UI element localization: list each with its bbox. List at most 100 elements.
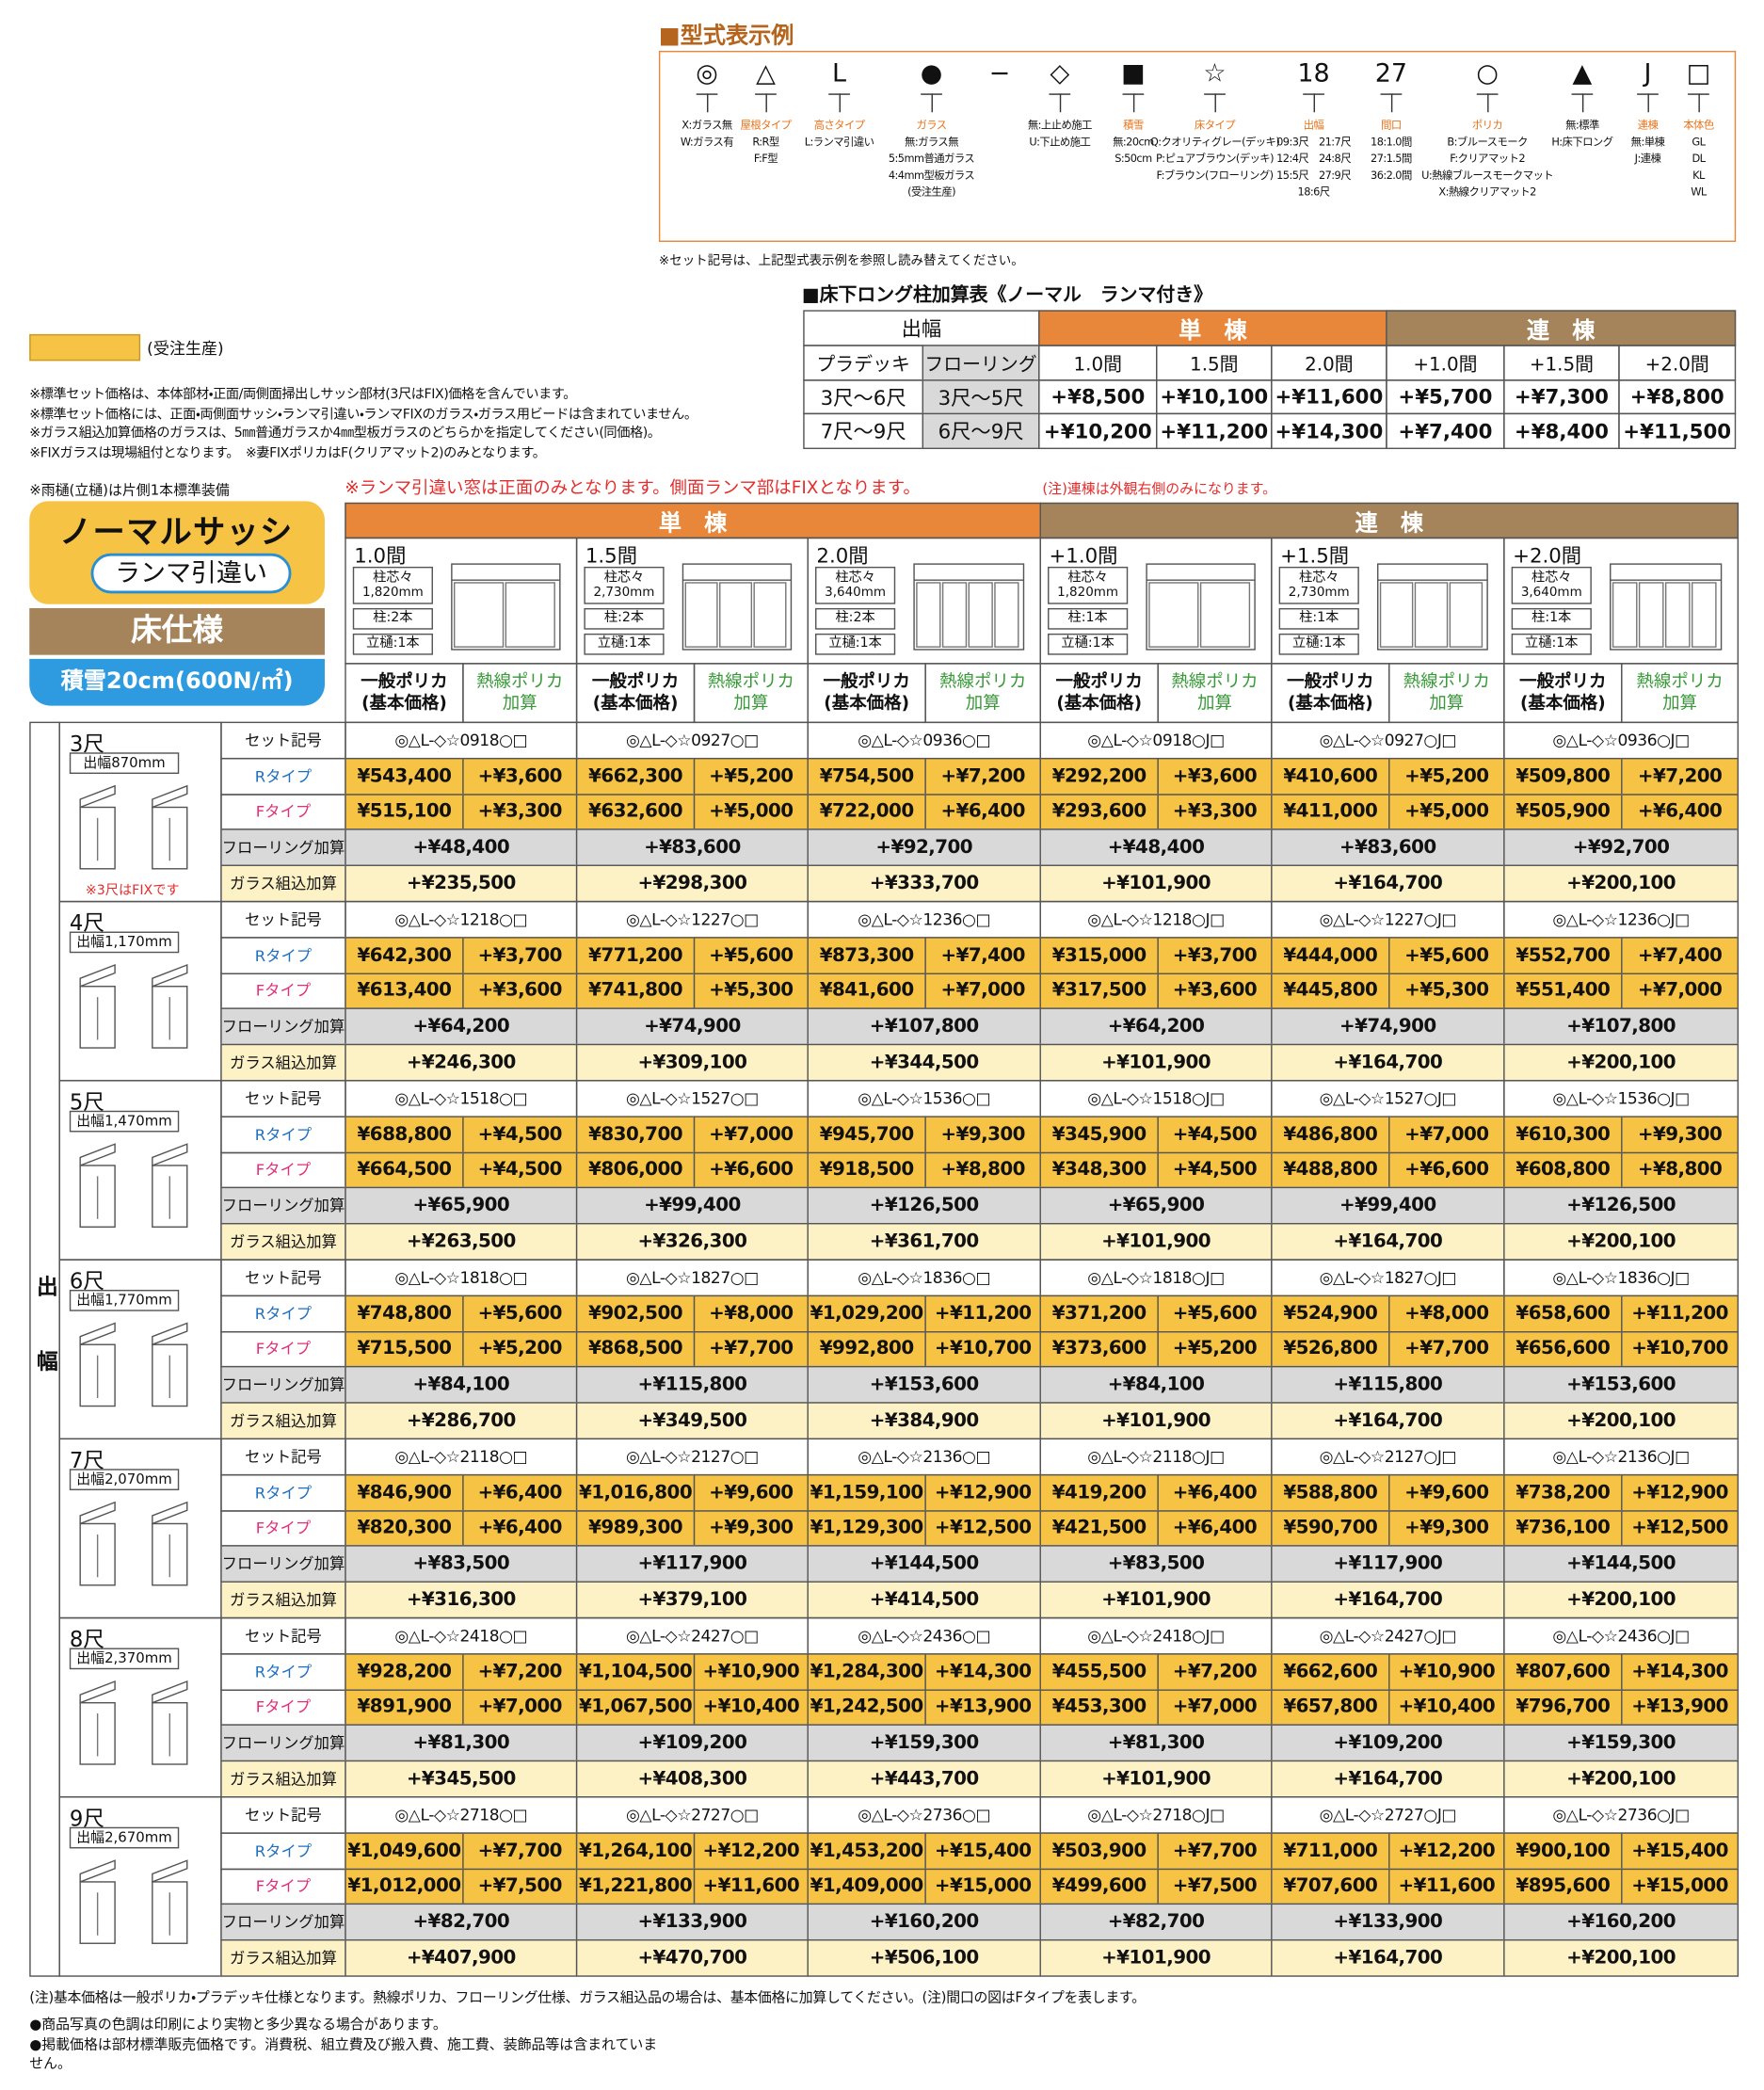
set-code: ◎△L-◇☆1836○□: [807, 1259, 1041, 1296]
pitch-box: 柱芯々 3,640mm: [815, 566, 896, 604]
stem-line: [839, 93, 841, 113]
model-symbol: ●: [920, 58, 943, 88]
row-label: フローリング加算: [220, 1904, 346, 1941]
flooring-price: +¥126,500: [807, 1187, 1041, 1225]
add-price: +¥5,200: [462, 1330, 578, 1368]
column-span: +1.0間: [1049, 543, 1118, 569]
base-price: ¥992,800: [807, 1330, 926, 1368]
model-symbol: −: [988, 58, 1011, 88]
base-price: ¥664,500: [345, 1151, 464, 1189]
base-price: ¥736,100: [1503, 1509, 1623, 1548]
add-price: +¥3,600: [1157, 757, 1273, 796]
base-price: ¥509,800: [1503, 757, 1623, 796]
glass-price: +¥200,100: [1503, 1760, 1740, 1798]
note-line: ※標準セット価格は、本体部材・正面/両側面掃出しサッシ部材(3尺はFIX)価格を…: [29, 387, 577, 403]
set-code: ◎△L-◇☆2727○□: [575, 1796, 809, 1834]
add-price: +¥7,700: [462, 1832, 578, 1870]
door-panel: [753, 582, 787, 648]
row-label: Fタイプ: [220, 972, 346, 1010]
stem-line: [931, 93, 933, 113]
set-code: ◎△L-◇☆2718○J□: [1039, 1796, 1273, 1834]
size-label: 7尺: [69, 1447, 105, 1473]
add-price: +¥5,300: [1388, 972, 1505, 1010]
base-header-cell: 一般ポリカ (基本価格): [807, 663, 926, 724]
base-price: ¥292,200: [1039, 757, 1159, 796]
base-header-cell: 一般ポリカ (基本価格): [1503, 663, 1623, 724]
flooring-price: +¥153,600: [807, 1366, 1041, 1404]
base-price: ¥552,700: [1503, 936, 1623, 974]
badge-floor: 床仕様: [29, 607, 325, 655]
model-symbol: 27: [1374, 58, 1408, 88]
base-header: (基本価格): [1287, 693, 1373, 714]
posts-box: 柱:1本: [1278, 607, 1359, 630]
set-code: ◎△L-◇☆1818○□: [345, 1259, 578, 1296]
base-price: ¥989,300: [575, 1509, 696, 1548]
base-price: ¥1,284,300: [807, 1652, 926, 1691]
sketch-roof: [79, 1859, 116, 1883]
add-price: +¥5,200: [1157, 1330, 1273, 1368]
add-price: +¥7,400: [924, 936, 1041, 974]
stem-line: [1581, 93, 1584, 113]
option-label: 18:6尺: [1297, 185, 1331, 199]
base-price: ¥1,104,500: [575, 1652, 696, 1691]
base-price: ¥806,000: [575, 1151, 696, 1189]
price-cell: +¥7,400: [1386, 412, 1505, 450]
option-category: 連棟: [1637, 119, 1659, 132]
add-price: +¥5,600: [1157, 1294, 1273, 1332]
glass-price: +¥344,500: [807, 1044, 1041, 1082]
width-box: 出幅1,770mm: [69, 1290, 180, 1311]
size-label: 8尺: [69, 1626, 105, 1652]
set-code: ◎△L-◇☆2427○J□: [1271, 1616, 1505, 1655]
glass-price: +¥101,900: [1039, 1939, 1273, 1977]
glass-price: +¥407,900: [345, 1939, 578, 1977]
base-header: (基本価格): [592, 693, 679, 714]
base-price: ¥588,800: [1271, 1473, 1390, 1512]
option-label: 27:1.5間: [1371, 152, 1412, 165]
flooring-price: +¥84,100: [1039, 1366, 1273, 1404]
base-price: ¥642,300: [345, 936, 464, 974]
width-axis-cell: 出幅: [29, 721, 60, 1977]
add-price: +¥6,600: [693, 1151, 809, 1189]
base-price: ¥771,200: [575, 936, 696, 974]
add-price: +¥5,300: [693, 972, 809, 1010]
model-options: ポリカ B:ブルースモーク F:クリアマット2 U:熱線ブルースモークマット X:熱線ク…: [1421, 118, 1553, 201]
base-header: 一般ポリカ: [1519, 671, 1607, 692]
model-symbol: J: [1644, 58, 1652, 88]
glass-price: +¥200,100: [1503, 1223, 1740, 1261]
base-price: ¥748,800: [345, 1294, 464, 1332]
option-label: KL: [1692, 169, 1705, 182]
set-code: ◎△L-◇☆1236○□: [807, 900, 1041, 939]
base-price: ¥945,700: [807, 1116, 926, 1153]
row-label: Fタイプ: [220, 793, 346, 831]
row-label: セット記号: [220, 1438, 346, 1476]
price-cell: +¥7,300: [1503, 379, 1620, 415]
stem-line: [1390, 93, 1393, 113]
row-label: ガラス組込加算: [220, 1402, 346, 1439]
flooring-price: +¥159,300: [807, 1724, 1041, 1762]
add-price: +¥3,600: [1157, 972, 1273, 1010]
add-price: +¥9,300: [1388, 1509, 1505, 1548]
glass-price: +¥101,900: [1039, 1760, 1273, 1798]
add-price: +¥13,900: [1621, 1688, 1740, 1727]
row-label: フローリング加算: [220, 1008, 346, 1046]
add-price: +¥7,200: [924, 757, 1041, 796]
glass-price: +¥345,500: [345, 1760, 578, 1798]
stem-line: [1313, 93, 1315, 113]
base-price: ¥488,800: [1271, 1151, 1390, 1189]
flooring-price: +¥92,700: [807, 828, 1041, 867]
option-label: 36:2.0間: [1371, 169, 1412, 182]
pitch-box: 柱芯々 1,820mm: [352, 566, 433, 604]
option-label: J:連棟: [1634, 152, 1661, 165]
pitch-value: 2,730mm: [593, 585, 655, 601]
base-price: ¥707,600: [1271, 1868, 1390, 1905]
base-price: ¥610,300: [1503, 1116, 1623, 1153]
option-label: U:熱線ブルースモークマット: [1421, 169, 1554, 182]
pitch-label: 柱芯々: [1531, 571, 1572, 586]
add-header-cell: 熱線ポリカ 加算: [1388, 663, 1505, 724]
flooring-price: +¥117,900: [575, 1545, 809, 1584]
set-code: ◎△L-◇☆0918○J□: [1039, 721, 1273, 760]
option-label: F:F型: [753, 152, 778, 165]
base-price: ¥543,400: [345, 757, 464, 796]
add-price: +¥14,300: [1621, 1652, 1740, 1691]
model-symbol: ▲: [1572, 58, 1593, 88]
